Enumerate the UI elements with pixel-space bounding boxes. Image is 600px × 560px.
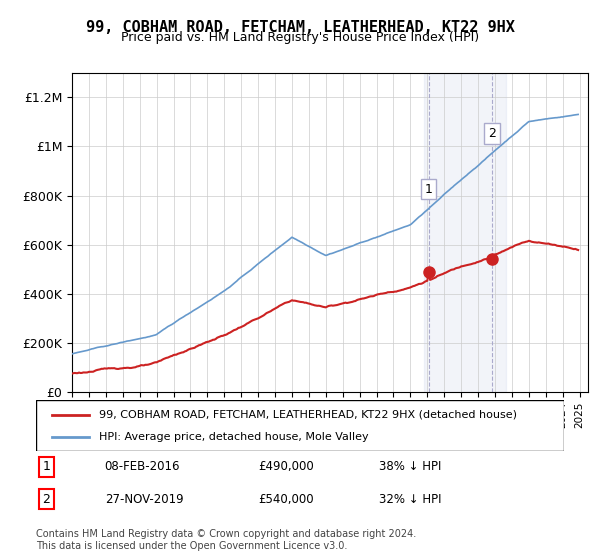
Text: 38% ↓ HPI: 38% ↓ HPI: [379, 460, 442, 473]
Text: 1: 1: [43, 460, 50, 473]
Text: Contains HM Land Registry data © Crown copyright and database right 2024.
This d: Contains HM Land Registry data © Crown c…: [36, 529, 416, 551]
Text: 99, COBHAM ROAD, FETCHAM, LEATHERHEAD, KT22 9HX: 99, COBHAM ROAD, FETCHAM, LEATHERHEAD, K…: [86, 20, 514, 35]
Text: Price paid vs. HM Land Registry's House Price Index (HPI): Price paid vs. HM Land Registry's House …: [121, 31, 479, 44]
Text: 99, COBHAM ROAD, FETCHAM, LEATHERHEAD, KT22 9HX (detached house): 99, COBHAM ROAD, FETCHAM, LEATHERHEAD, K…: [100, 409, 517, 419]
Text: £540,000: £540,000: [258, 493, 313, 506]
Text: 1: 1: [425, 183, 433, 195]
Text: 2: 2: [488, 127, 496, 140]
Text: 32% ↓ HPI: 32% ↓ HPI: [379, 493, 442, 506]
Text: 27-NOV-2019: 27-NOV-2019: [104, 493, 183, 506]
Text: £490,000: £490,000: [258, 460, 314, 473]
Text: HPI: Average price, detached house, Mole Valley: HPI: Average price, detached house, Mole…: [100, 432, 369, 442]
FancyBboxPatch shape: [36, 400, 564, 451]
Text: 2: 2: [43, 493, 50, 506]
Bar: [424, 73, 506, 392]
Text: 08-FEB-2016: 08-FEB-2016: [104, 460, 180, 473]
